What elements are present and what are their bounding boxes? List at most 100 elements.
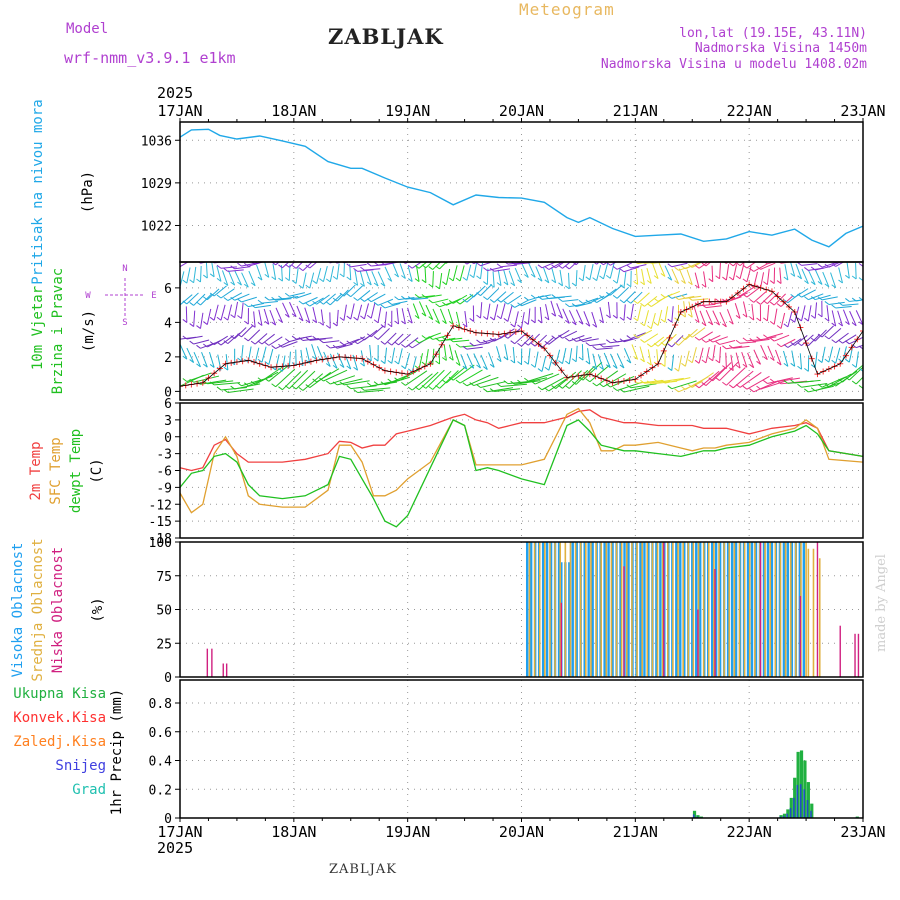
wind-barb [705, 310, 714, 326]
wind-barb-flag [797, 317, 802, 322]
wind-barb-flag [524, 321, 529, 325]
wind-barb-flag [681, 265, 686, 270]
precip-bar-snow [793, 797, 795, 818]
wind-barb-flag [250, 381, 256, 385]
wind-barb-flag [244, 382, 249, 387]
wind-barb-flag [742, 278, 748, 283]
wind-barb [432, 271, 434, 288]
wind-barb [760, 336, 777, 341]
wind-barb-flag [728, 384, 734, 389]
wind-barb [288, 369, 309, 389]
wind-barb [562, 308, 570, 324]
wind-barb-flag [284, 338, 290, 343]
wind-barb-flag [783, 379, 789, 384]
wind-barb [712, 310, 721, 326]
wind-barb [227, 388, 254, 393]
x-tick-label-top: 17JAN [157, 102, 202, 120]
wind-barb [432, 334, 449, 340]
wind-barb-flag [284, 292, 290, 297]
wind-barb-flag [530, 342, 536, 347]
wind-barb-flag [250, 304, 256, 309]
wind-barb [705, 305, 722, 309]
wind-barb-flag [230, 335, 235, 340]
wind-barb-flag [496, 315, 502, 320]
wind-barb [639, 346, 645, 362]
wind-barb-flag [694, 284, 700, 289]
wind-barb-flag [223, 316, 229, 321]
wind-barb-flag [496, 263, 502, 268]
y-tick-label: 100 [149, 536, 172, 551]
wind-barb-flag [264, 273, 270, 278]
wind-barb [739, 372, 762, 388]
wind-barb [821, 325, 834, 338]
wind-barb [671, 335, 684, 348]
wind-barb [343, 338, 360, 346]
wind-barb [272, 263, 277, 280]
wind-barb-flag [769, 337, 775, 342]
wind-barb [671, 293, 688, 299]
wind-barb-flag [735, 315, 741, 319]
wind-barb-flag [605, 262, 611, 266]
wind-barb-flag [749, 338, 755, 342]
wind-barb [514, 332, 527, 345]
wind-barb [452, 364, 475, 381]
precip-bar-snow [796, 784, 799, 818]
wind-barb-flag [667, 263, 673, 268]
wind-barb [514, 267, 522, 283]
wind-barb-flag [667, 367, 673, 371]
wind-barb-flag [845, 358, 850, 363]
wind-barb-flag [339, 381, 345, 386]
wind-barb [541, 376, 566, 391]
wind-barb [623, 304, 626, 321]
wind-barb [821, 376, 847, 388]
wind-barb-flag [633, 317, 638, 322]
wind-barb-flag [442, 281, 447, 286]
wind-barb-flag [851, 275, 857, 280]
wind-barb-flag [250, 340, 256, 345]
wind-barb [199, 265, 202, 283]
wind-barb [855, 351, 859, 368]
wind-barb [590, 250, 602, 261]
wind-barb [562, 299, 579, 302]
wind-barb-flag [701, 262, 707, 267]
wind-barb [466, 353, 475, 369]
wind-barb-flag [517, 279, 522, 284]
wind-barb-flag [483, 296, 488, 301]
wind-barb-flag [189, 302, 194, 306]
wind-barb-flag [305, 319, 311, 324]
wind-barb [405, 337, 419, 348]
wind-barb-flag [503, 281, 509, 286]
wind-barb [336, 378, 363, 386]
wind-barb [719, 311, 727, 327]
wind-barb [480, 381, 506, 388]
y-tick-label: -15 [149, 515, 172, 530]
wind-barb [685, 328, 698, 341]
wind-barb-flag [681, 362, 686, 367]
wind-barb-flag [510, 380, 515, 385]
wind-barb [835, 305, 852, 309]
wind-barb [773, 293, 787, 306]
wind-barb-flag [599, 319, 604, 324]
wind-barb [862, 265, 863, 267]
wind-barb [698, 347, 704, 364]
wind-barb [216, 265, 222, 282]
wind-barb [740, 341, 757, 344]
x-tick-label-top: 20JAN [499, 102, 544, 120]
wind-barb-flag [319, 278, 324, 282]
wind-barb-flag [203, 274, 208, 279]
wind-barb [842, 303, 859, 306]
wind-barb-flag [448, 300, 454, 304]
wind-unit-label: (m/s) [81, 310, 97, 352]
wind-barb-flag [558, 384, 563, 389]
wind-barb [454, 350, 461, 366]
compass-west: W [85, 291, 91, 301]
wind-barb-flag [646, 380, 652, 385]
wind-barb [439, 272, 443, 289]
wind-barb-flag [360, 282, 365, 287]
y-tick-label: 0 [164, 812, 172, 827]
wind-barb-flag [373, 282, 379, 287]
wind-barb-flag [387, 378, 393, 383]
precip-bar [779, 815, 783, 818]
wind-barb-flag [640, 281, 645, 286]
wind-barb-flag [510, 304, 515, 308]
